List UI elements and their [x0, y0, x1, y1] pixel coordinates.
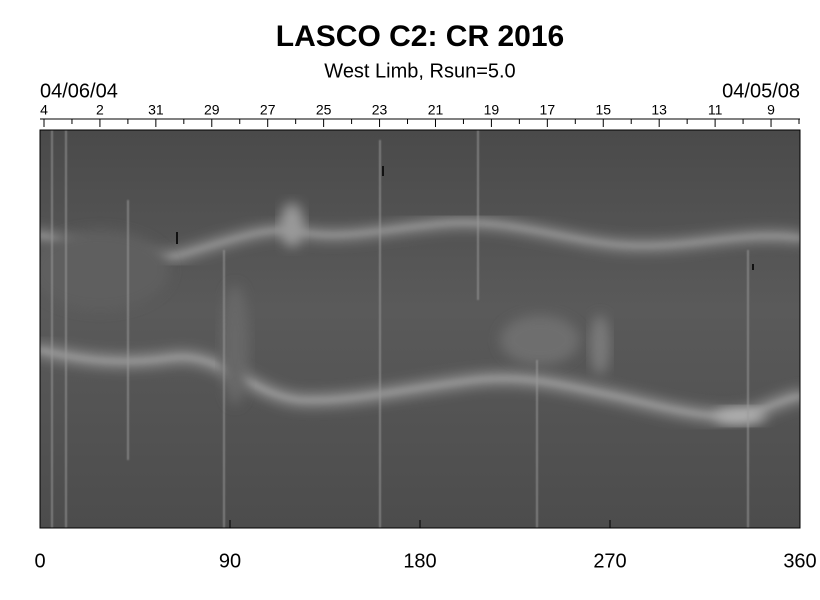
x-tick-label: 180	[403, 550, 436, 572]
top-tick-label: 2	[96, 102, 104, 118]
start-date: 04/06/04	[40, 80, 118, 102]
end-date: 04/05/08	[722, 80, 800, 102]
x-tick-label: 0	[34, 550, 45, 572]
synoptic-image	[40, 130, 800, 528]
chart-subtitle: West Limb, Rsun=5.0	[324, 60, 515, 82]
x-tick-label: 270	[593, 550, 626, 572]
top-tick-label: 4	[40, 102, 48, 118]
top-tick-label: 29	[204, 102, 220, 118]
chart-title: LASCO C2: CR 2016	[276, 20, 564, 53]
top-tick-label: 17	[540, 102, 556, 118]
top-tick-label: 19	[484, 102, 500, 118]
top-tick-label: 27	[260, 102, 276, 118]
top-tick-label: 21	[428, 102, 444, 118]
top-tick-label: 23	[372, 102, 388, 118]
top-tick-label: 13	[651, 102, 667, 118]
top-tick-label: 9	[767, 102, 775, 118]
top-tick-label: 31	[148, 102, 164, 118]
x-tick-label: 360	[783, 550, 816, 572]
top-tick-label: 25	[316, 102, 332, 118]
x-tick-label: 90	[219, 550, 241, 572]
top-tick-label: 15	[595, 102, 611, 118]
top-tick-label: 11	[708, 102, 723, 118]
